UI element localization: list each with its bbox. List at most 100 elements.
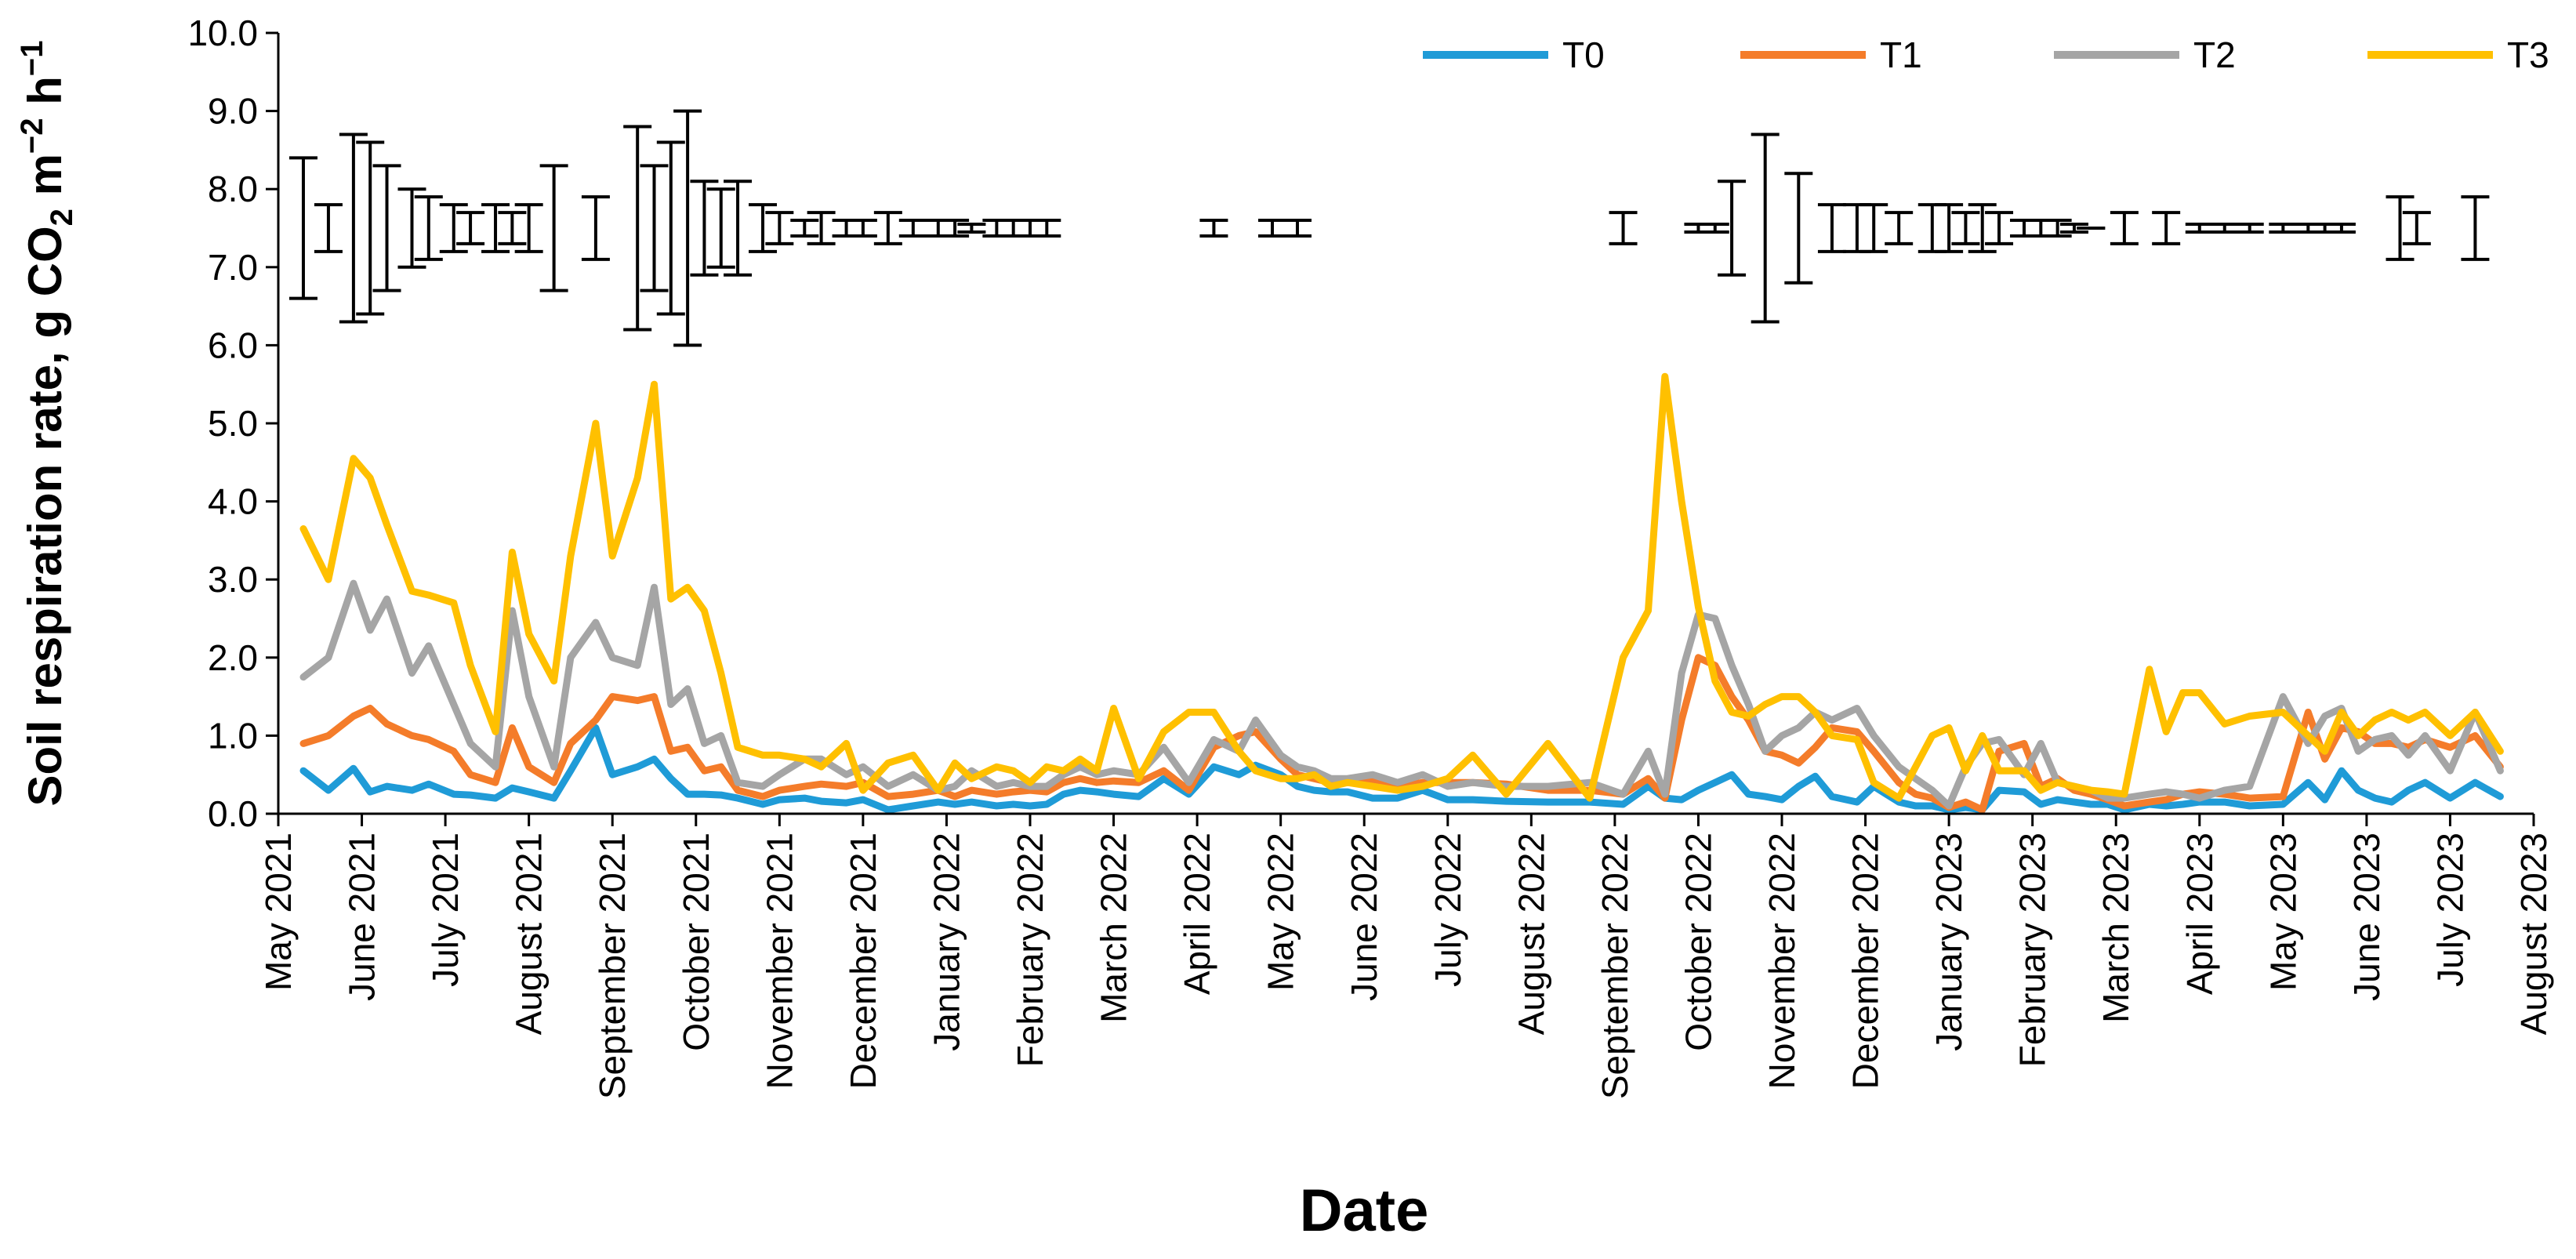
error-bar [339,132,368,324]
axes: 0.0 1.0 2.0 3.0 4.0 5.0 6.0 7.0 8.0 9.0 10.0 May 2… [187,13,2554,1099]
legend: T0 T1 T2 T3 [1423,34,2549,75]
error-bar [1985,211,2014,245]
x-tick-label: February 2023 [2012,833,2053,1067]
x-tick-label: October 2022 [1678,833,1718,1051]
y-axis-title-sup-m: −2 [15,118,49,154]
error-bar [656,140,685,316]
x-tick-label: May 2023 [2262,833,2303,991]
error-bar [2010,219,2039,238]
y-tick-label: 9.0 [208,91,258,132]
error-bar [923,219,952,238]
error-bar [539,164,568,292]
error-bar [640,164,669,292]
x-tick-label: October 2021 [676,833,717,1051]
plot-area [288,109,2504,814]
y-axis-title-unit-h: h [19,76,71,118]
error-bar [439,203,468,253]
x-tick-label: July 2021 [425,833,466,987]
error-bar [1951,211,1980,245]
x-tick-label: April 2023 [2179,833,2220,995]
error-bar [414,195,443,261]
error-bar [790,219,819,238]
y-tick-label: 4.0 [208,481,258,522]
x-ticks: May 2021 June 2021 July 2021 August 2021 Sep… [258,814,2554,1099]
y-axis-title: Soil respiration rate, g CO2 m−2 h−1 [15,41,79,807]
x-tick-label: September 2022 [1595,833,1635,1099]
legend-item-t3: T3 [2367,34,2549,75]
error-bar [2185,223,2214,234]
series-lines [299,372,2504,814]
x-tick-label: November 2021 [759,833,800,1089]
y-axis-title-unit-m: m [19,154,71,209]
error-bar [898,219,927,238]
error-bar [848,219,877,238]
error-bar [356,140,385,316]
x-tick-label: August 2021 [509,833,550,1035]
error-bar [288,156,317,300]
y-tick-label: 1.0 [208,715,258,756]
error-bar [1859,203,1888,253]
series-line-t2 [299,579,2504,810]
error-bar [1842,203,1871,253]
x-axis-title: Date [1300,1177,1429,1244]
error-bar [673,109,702,347]
y-tick-label: 5.0 [208,403,258,444]
error-bar [514,203,543,253]
x-tick-label: December 2021 [843,833,883,1089]
error-bar [1258,219,1287,238]
legend-item-t0: T0 [1423,34,1605,75]
error-bar [957,223,986,234]
error-bar [873,211,902,245]
error-bar [1935,203,1964,253]
error-bars [288,109,2490,347]
y-tick-label: 6.0 [208,325,258,365]
y-tick-label: 10.0 [187,13,258,53]
error-bar [999,219,1028,238]
error-bar [749,203,778,253]
error-bar [481,203,510,253]
series-line-t1 [299,654,2504,814]
legend-label-t1: T1 [1880,34,1922,75]
x-tick-label: April 2022 [1177,833,1217,995]
error-bar [2152,211,2181,245]
error-bar [1016,219,1044,238]
x-tick-label: March 2022 [1094,833,1134,1023]
error-bar [2059,223,2088,234]
legend-item-t2: T2 [2054,34,2236,75]
error-bar [2327,223,2356,234]
error-bar [2386,195,2415,261]
error-bar [941,219,970,238]
legend-label-t2: T2 [2193,34,2236,75]
y-tick-label: 0.0 [208,793,258,834]
error-bar [1968,203,1997,253]
error-bar [2210,223,2239,234]
x-tick-label: June 2022 [1344,833,1384,1001]
x-tick-label: September 2021 [592,833,633,1099]
error-bar [1609,211,1638,245]
x-tick-label: August 2023 [2513,833,2554,1035]
x-tick-label: December 2022 [1845,833,1886,1089]
legend-label-t3: T3 [2507,34,2549,75]
x-tick-label: July 2022 [1428,833,1468,987]
series-line-t0 [299,724,2504,814]
legend-item-t1: T1 [1740,34,1922,75]
error-bar [2269,223,2298,234]
y-axis-title-sub: 2 [45,209,79,226]
y-tick-label: 3.0 [208,559,258,600]
y-axis-title-main: Soil respiration rate, g CO [19,226,71,806]
error-bar [498,211,527,245]
error-bar [2026,219,2055,238]
x-tick-label: February 2022 [1010,833,1050,1067]
legend-label-t0: T0 [1562,34,1605,75]
x-tick-label: May 2021 [258,833,299,991]
error-bar [1885,211,1914,245]
y-tick-label: 7.0 [208,247,258,288]
error-bar [1917,203,1947,253]
error-bar [581,195,610,261]
x-tick-label: March 2023 [2095,833,2136,1023]
error-bar [314,203,343,253]
error-bar [2235,223,2264,234]
error-bar [2043,219,2072,238]
error-bar [1784,172,1813,285]
error-bar [2461,195,2490,261]
